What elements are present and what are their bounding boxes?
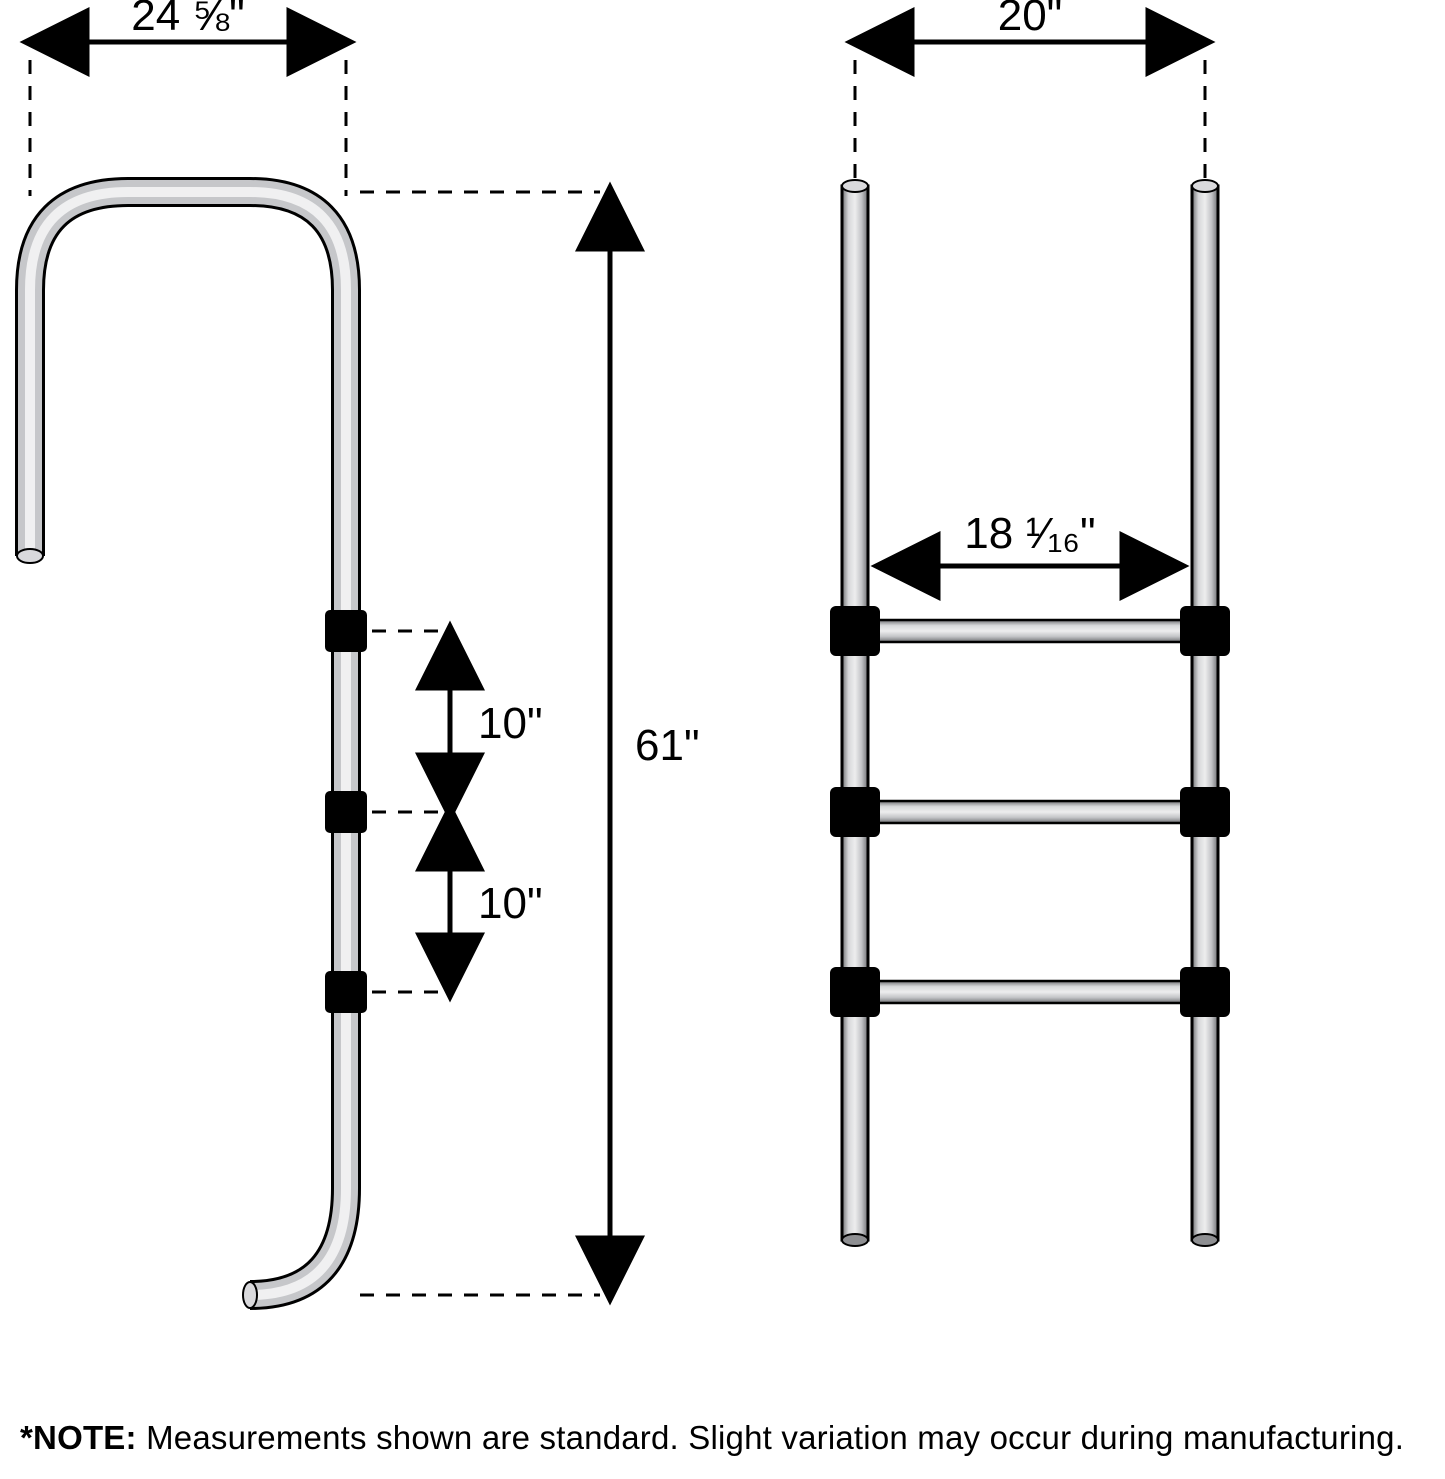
step-bracket: [1180, 787, 1230, 837]
tube-endcap: [243, 1282, 257, 1308]
step-bracket: [1180, 606, 1230, 656]
front-step-3: [868, 981, 1192, 1003]
front-rail-left: [842, 180, 868, 1246]
step-bracket: [830, 787, 880, 837]
diagram-page: 24 ⅝" 61" 10" 10" 20" 18 ¹⁄₁₆" *NOTE: Me…: [0, 0, 1445, 1479]
label-step-gap-2: 10": [478, 879, 543, 928]
step-bracket: [830, 606, 880, 656]
step-bracket: [325, 791, 367, 833]
tube-endcap: [17, 549, 43, 563]
label-front-width: 20": [998, 0, 1063, 40]
step-bracket: [325, 610, 367, 652]
footnote-prefix: *NOTE:: [20, 1419, 137, 1456]
front-step-1: [868, 620, 1192, 642]
ladder-side-tube-outline: [30, 192, 346, 1295]
label-step-gap-1: 10": [478, 699, 543, 748]
ladder-side-tube-highlight: [30, 192, 346, 1295]
step-bracket: [325, 971, 367, 1013]
side-view: [17, 42, 610, 1308]
label-side-height: 61": [635, 721, 700, 770]
front-rail-right: [1192, 180, 1218, 1246]
front-view: [830, 42, 1230, 1246]
footnote-text: Measurements shown are standard. Slight …: [137, 1419, 1404, 1456]
step-bracket: [830, 967, 880, 1017]
ladder-side-tube: [30, 192, 346, 1295]
label-side-width: 24 ⅝": [131, 0, 244, 40]
footnote: *NOTE: Measurements shown are standard. …: [20, 1419, 1404, 1457]
label-inner-width: 18 ¹⁄₁₆": [964, 509, 1095, 558]
step-bracket: [1180, 967, 1230, 1017]
diagram-svg: 24 ⅝" 61" 10" 10" 20" 18 ¹⁄₁₆": [0, 0, 1445, 1479]
dimension-labels: 24 ⅝" 61" 10" 10" 20" 18 ¹⁄₁₆": [131, 0, 1095, 928]
front-step-2: [868, 801, 1192, 823]
